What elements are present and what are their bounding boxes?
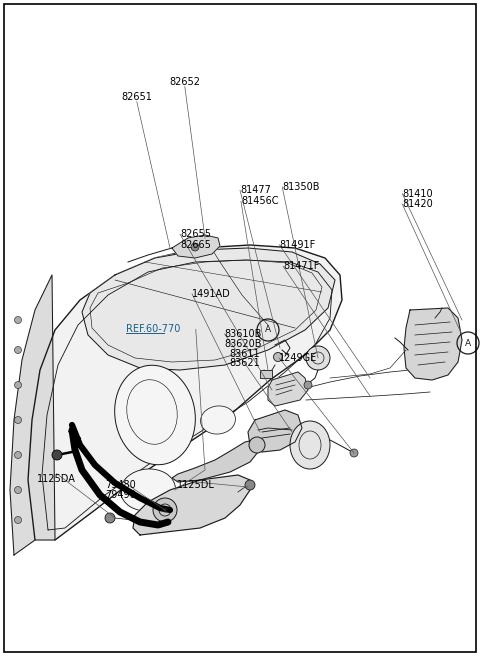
- Circle shape: [14, 451, 22, 459]
- Polygon shape: [82, 248, 335, 370]
- Polygon shape: [248, 410, 302, 452]
- Circle shape: [350, 449, 358, 457]
- Text: 83610B: 83610B: [225, 329, 262, 339]
- Text: 81410: 81410: [402, 188, 433, 199]
- Circle shape: [14, 417, 22, 424]
- Circle shape: [153, 498, 177, 522]
- Text: 79480: 79480: [106, 480, 136, 490]
- Text: A: A: [265, 325, 271, 335]
- Text: 81456C: 81456C: [241, 196, 278, 207]
- Polygon shape: [10, 275, 55, 555]
- Text: 82665: 82665: [180, 239, 211, 250]
- Circle shape: [14, 516, 22, 523]
- Text: 79490: 79490: [106, 490, 136, 500]
- Circle shape: [245, 480, 255, 490]
- Circle shape: [304, 381, 312, 389]
- Text: 83621: 83621: [229, 358, 260, 369]
- Text: 83611: 83611: [229, 348, 260, 359]
- Circle shape: [105, 513, 115, 523]
- Text: 81477: 81477: [240, 185, 271, 195]
- Circle shape: [163, 508, 167, 512]
- Circle shape: [306, 346, 330, 370]
- Circle shape: [274, 352, 283, 361]
- Text: 81471F: 81471F: [283, 261, 320, 272]
- Circle shape: [14, 382, 22, 388]
- FancyBboxPatch shape: [260, 370, 272, 378]
- Polygon shape: [268, 372, 308, 406]
- Polygon shape: [172, 440, 260, 482]
- Text: 1491AD: 1491AD: [192, 289, 231, 299]
- Polygon shape: [404, 308, 462, 380]
- Circle shape: [191, 243, 199, 251]
- Text: 81420: 81420: [402, 199, 433, 209]
- Ellipse shape: [201, 406, 235, 434]
- Text: A: A: [465, 338, 471, 348]
- Circle shape: [249, 437, 265, 453]
- Text: 82655: 82655: [180, 229, 211, 239]
- Circle shape: [52, 450, 62, 460]
- Ellipse shape: [120, 469, 176, 511]
- Text: 1125DA: 1125DA: [37, 474, 76, 483]
- Text: 83620B: 83620B: [225, 338, 262, 349]
- Polygon shape: [28, 245, 342, 540]
- Text: 81491F: 81491F: [279, 239, 316, 250]
- Text: 82652: 82652: [169, 77, 200, 87]
- Text: 82651: 82651: [121, 92, 152, 102]
- Polygon shape: [133, 475, 250, 535]
- Ellipse shape: [115, 365, 195, 464]
- Text: 1249GE: 1249GE: [279, 353, 318, 363]
- Ellipse shape: [290, 421, 330, 469]
- Text: 81350B: 81350B: [282, 182, 320, 192]
- Polygon shape: [172, 235, 220, 258]
- Text: REF.60-770: REF.60-770: [126, 324, 180, 335]
- Circle shape: [14, 316, 22, 323]
- Circle shape: [14, 346, 22, 354]
- Text: 1125DL: 1125DL: [177, 480, 215, 490]
- Circle shape: [14, 487, 22, 493]
